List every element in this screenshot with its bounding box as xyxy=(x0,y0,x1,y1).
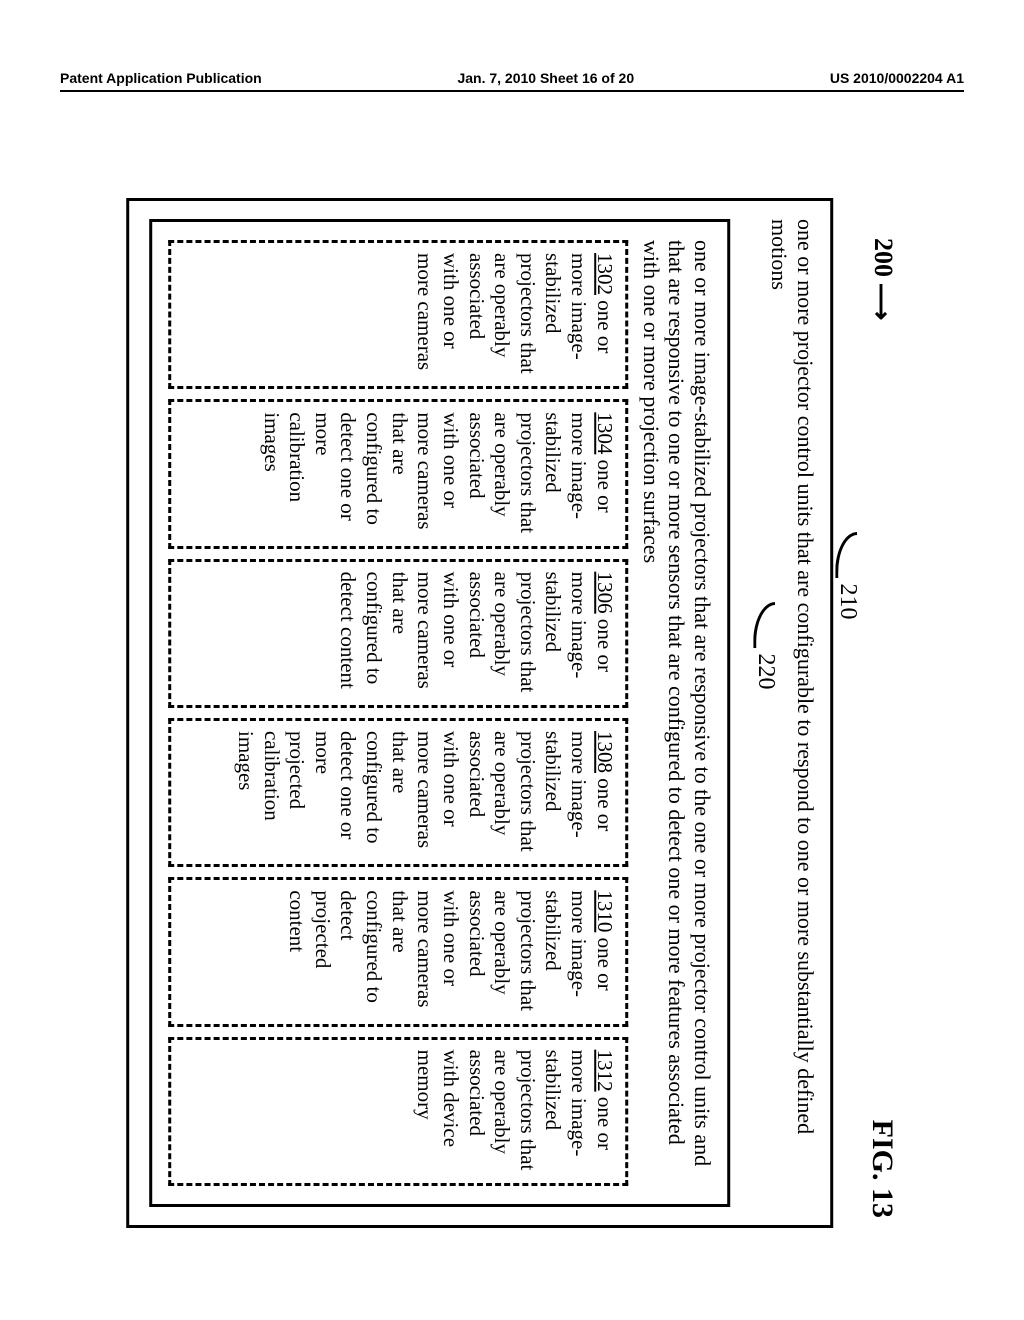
box-ref: 1312 xyxy=(593,1049,617,1091)
inner-box-text: one or more image-stabilized projectors … xyxy=(638,240,716,1186)
ref-220: 220 xyxy=(753,653,779,689)
page-header: Patent Application Publication Jan. 7, 2… xyxy=(60,70,964,92)
box-ref: 1306 xyxy=(593,571,617,613)
system-reference: 200 ⟶ xyxy=(868,238,899,1228)
leader-210: 210 xyxy=(834,528,862,648)
dashed-box-1312: 1312 one or more image-stabilized projec… xyxy=(168,1036,628,1185)
dashed-box-1310: 1310 one or more image-stabilized projec… xyxy=(168,877,628,1026)
leader-curve-icon xyxy=(835,532,857,578)
figure-13: FIG. 13 200 ⟶ 210 one or more projector … xyxy=(126,198,898,1228)
box-text: one or more image-stabilized projectors … xyxy=(414,253,617,374)
box-ref: 1310 xyxy=(593,890,617,932)
box-text: one or more image-stabilized projectors … xyxy=(337,571,617,692)
dashed-box-1306: 1306 one or more image-stabilized projec… xyxy=(168,558,628,707)
box-text: one or more image-stabilized projectors … xyxy=(285,890,616,1011)
dashed-box-row: 1302 one or more image-stabilized projec… xyxy=(168,240,628,1186)
header-right: US 2010/0002204 A1 xyxy=(830,70,964,86)
box-text: one or more image-stabilized projectors … xyxy=(234,731,617,852)
page: Patent Application Publication Jan. 7, 2… xyxy=(0,0,1024,1320)
box-text: one or more image-stabilized projectors … xyxy=(414,1049,617,1170)
box-ref: 1302 xyxy=(593,253,617,295)
header-left: Patent Application Publication xyxy=(60,70,262,86)
ref-210: 210 xyxy=(835,583,861,619)
dashed-box-1302: 1302 one or more image-stabilized projec… xyxy=(168,240,628,389)
dashed-box-1308: 1308 one or more image-stabilized projec… xyxy=(168,718,628,867)
dashed-box-1304: 1304 one or more image-stabilized projec… xyxy=(168,399,628,548)
leader-curve-icon xyxy=(753,602,775,648)
leader-arrow-icon: ⟶ xyxy=(866,283,897,320)
box-ref: 1308 xyxy=(593,731,617,773)
outer-box-210: one or more projector control units that… xyxy=(126,198,834,1228)
box-ref: 1304 xyxy=(593,412,617,454)
header-center: Jan. 7, 2010 Sheet 16 of 20 xyxy=(457,70,634,86)
system-ref-number: 200 xyxy=(868,238,899,277)
leader-220: 220 xyxy=(752,598,780,718)
inner-box-220: one or more image-stabilized projectors … xyxy=(149,219,731,1207)
figure-rotated-wrapper: FIG. 13 200 ⟶ 210 one or more projector … xyxy=(126,198,898,1228)
box-text: one or more image-stabilized projectors … xyxy=(260,412,617,533)
figure-label: FIG. 13 xyxy=(865,1119,900,1217)
